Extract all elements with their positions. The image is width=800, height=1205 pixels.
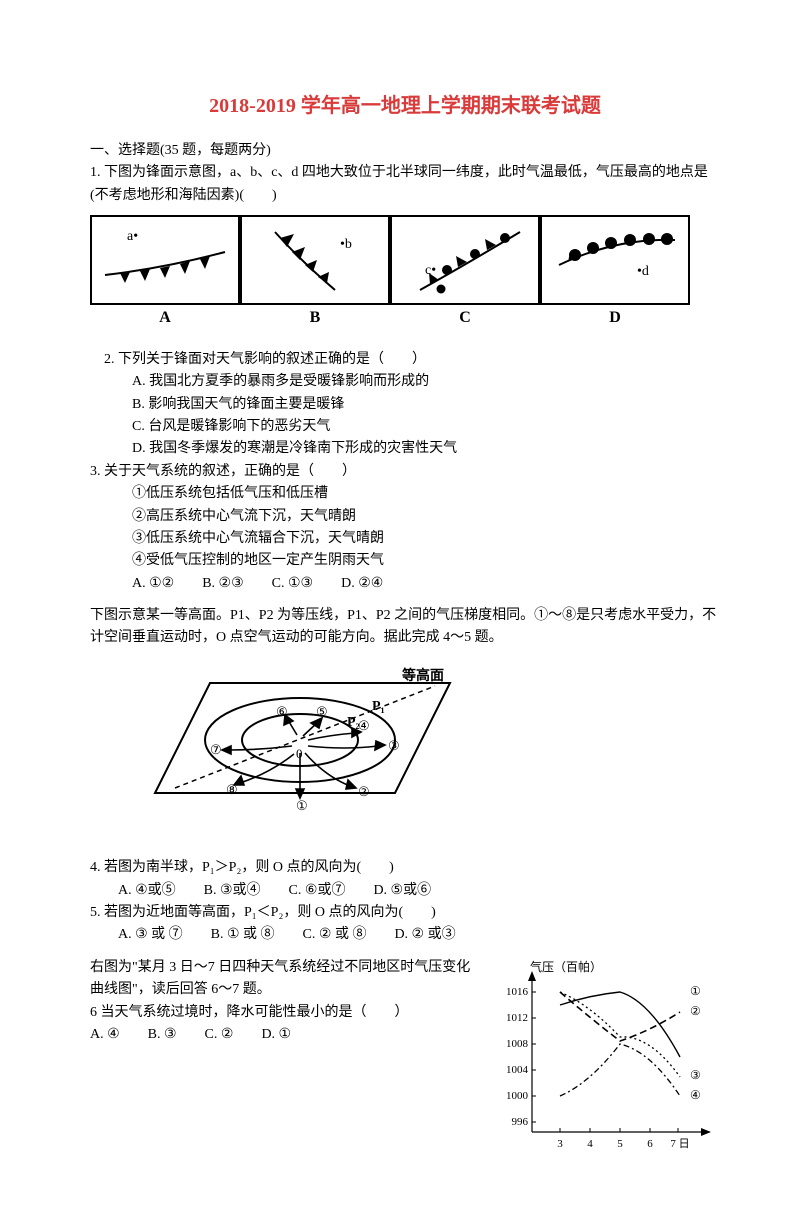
figure-3-pressure-chart: 气压（百帕） 996 1000 1004 1008 1012 1016 3 4 …: [490, 957, 720, 1165]
question-2-option-b: B. 影响我国天气的锋面主要是暖锋: [90, 394, 720, 416]
question-2-option-c: C. 台风是暖锋影响下的恶劣天气: [90, 416, 720, 438]
svg-text:③: ③: [388, 738, 400, 753]
figure-1-panel-a: a•: [90, 215, 240, 305]
svg-text:气压（百帕）: 气压（百帕）: [530, 959, 602, 974]
figure-1-panel-d: •d: [540, 215, 690, 305]
figure-1-label-b: B: [240, 305, 390, 331]
question-5-stem: 5. 若图为近地面等高面，P₁＜P₂，则 O 点的风向为( ): [90, 902, 720, 924]
svg-text:①: ①: [296, 798, 308, 813]
figure-1-label-c: C: [390, 305, 540, 331]
svg-text:•d: •d: [637, 264, 649, 279]
svg-text:1012: 1012: [506, 1012, 528, 1024]
svg-text:⑤: ⑤: [316, 704, 328, 719]
section-heading: 一、选择题(35 题，每题两分): [90, 140, 720, 162]
svg-text:②: ②: [358, 784, 370, 799]
svg-text:6: 6: [647, 1138, 653, 1150]
svg-text:④: ④: [358, 718, 370, 733]
svg-text:④: ④: [690, 1088, 701, 1102]
question-4-options: A. ④或⑤ B. ③或④ C. ⑥或⑦ D. ⑤或⑥: [90, 880, 720, 902]
svg-text:⑥: ⑥: [276, 704, 288, 719]
question-3-statement-3: ③低压系统中心气流辐合下沉，天气晴朗: [90, 528, 720, 550]
svg-text:1000: 1000: [506, 1090, 529, 1102]
svg-text:⑧: ⑧: [226, 782, 238, 797]
question-3-stem: 3. 关于天气系统的叙述，正确的是（ ）: [90, 461, 720, 483]
question-3-statement-1: ①低压系统包括低气压和低压槽: [90, 483, 720, 505]
figure-1: a• •b: [90, 215, 720, 331]
svg-text:1004: 1004: [506, 1064, 529, 1076]
svg-text:②: ②: [690, 1004, 701, 1018]
svg-text:c•: c•: [425, 263, 436, 278]
question-3-statement-4: ④受低气压控制的地区一定产生阴雨天气: [90, 550, 720, 572]
question-4-stem: 4. 若图为南半球，P₁＞P₂，则 O 点的风向为( ): [90, 857, 720, 879]
svg-text:③: ③: [690, 1068, 701, 1082]
question-3-statement-2: ②高压系统中心气流下沉，天气晴朗: [90, 506, 720, 528]
svg-text:4: 4: [587, 1138, 593, 1150]
svg-text:7 日: 7 日: [670, 1138, 689, 1150]
svg-text:P₁: P₁: [372, 699, 385, 714]
svg-text:0: 0: [296, 746, 303, 761]
svg-text:⑦: ⑦: [210, 742, 222, 757]
fig2-top-label: 等高面: [402, 667, 444, 684]
svg-text:①: ①: [690, 984, 701, 998]
intro-4-5: 下图示意某一等高面。P1、P2 为等压线，P1、P2 之间的气压梯度相同。①～⑧…: [90, 605, 720, 650]
svg-text:1016: 1016: [506, 986, 529, 998]
figure-2: 等高面 P₁ P₂ 0 ① ② ③ ④ ⑤ ⑥ ⑦ ⑧: [110, 658, 720, 851]
question-2-option-d: D. 我国冬季爆发的寒潮是冷锋南下形成的灾害性天气: [90, 438, 720, 460]
page-title: 2018-2019 学年高一地理上学期期末联考试题: [90, 90, 720, 122]
question-3-options: A. ①② B. ②③ C. ①③ D. ②④: [90, 573, 720, 595]
svg-text:996: 996: [512, 1116, 529, 1128]
question-5-options: A. ③ 或 ⑦ B. ① 或 ⑧ C. ② 或 ⑧ D. ② 或③: [90, 924, 720, 946]
svg-text:5: 5: [617, 1138, 623, 1150]
svg-text:•b: •b: [340, 237, 352, 252]
question-2-option-a: A. 我国北方夏季的暴雨多是受暖锋影响而形成的: [90, 371, 720, 393]
figure-1-panel-c: c•: [390, 215, 540, 305]
figure-1-panel-b: •b: [240, 215, 390, 305]
question-2-stem: 2. 下列关于锋面对天气影响的叙述正确的是（ ）: [90, 349, 720, 371]
svg-text:a•: a•: [127, 229, 138, 244]
question-1-stem: 1. 下图为锋面示意图，a、b、c、d 四地大致位于北半球同一纬度，此时气温最低…: [90, 162, 720, 207]
svg-text:1008: 1008: [506, 1038, 529, 1050]
figure-1-label-a: A: [90, 305, 240, 331]
svg-text:3: 3: [557, 1138, 563, 1150]
figure-1-label-d: D: [540, 305, 690, 331]
